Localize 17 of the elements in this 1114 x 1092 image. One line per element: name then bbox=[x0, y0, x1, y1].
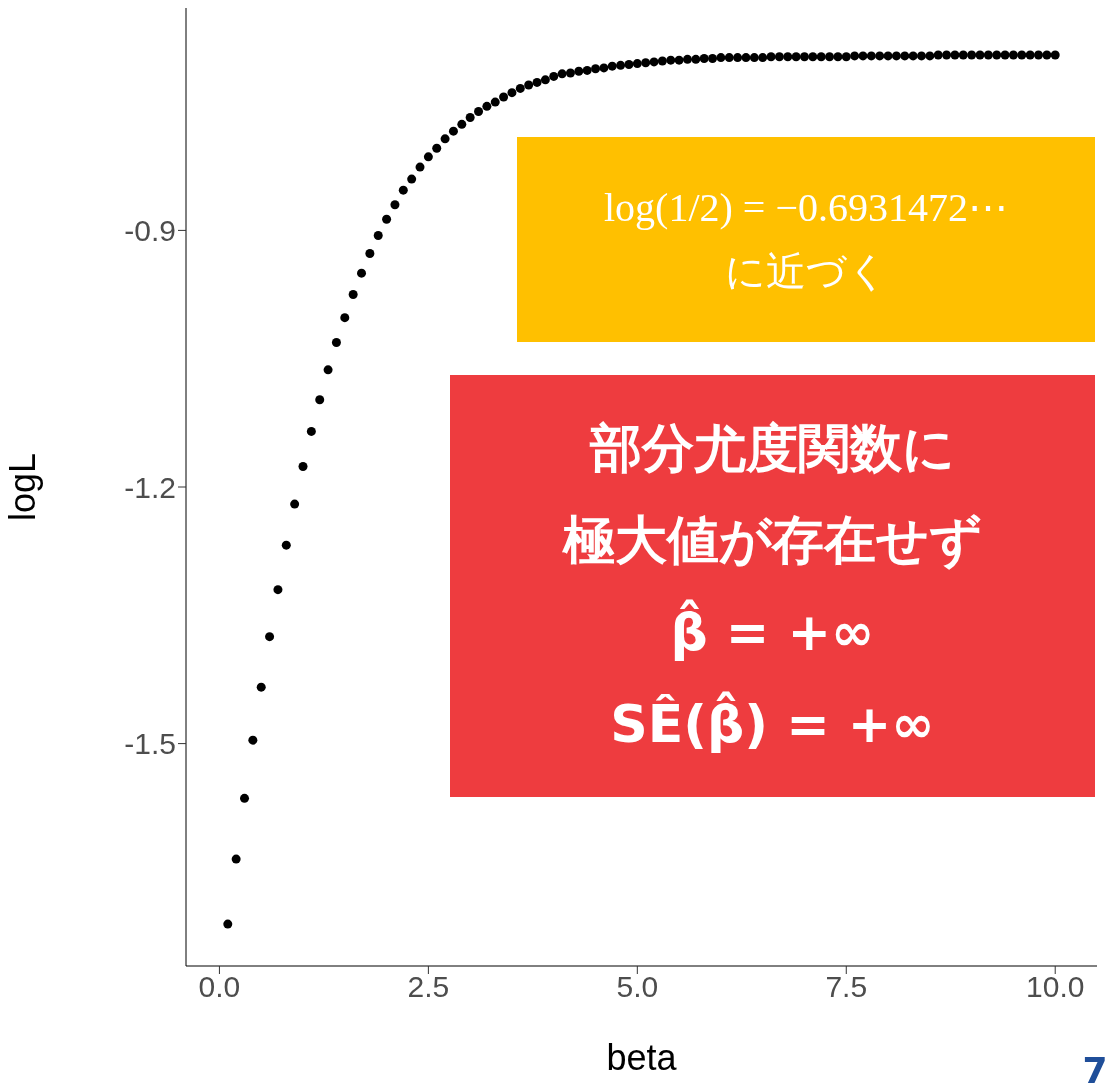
x-tick-label: 0.0 bbox=[198, 970, 241, 1004]
y-tick-label: -0.9 bbox=[124, 214, 176, 248]
x-axis-title: beta bbox=[606, 1037, 678, 1078]
annotation: SÊ(β̂) = +∞ bbox=[610, 690, 935, 756]
y-tick-label: -1.5 bbox=[124, 727, 176, 761]
annotation: β̂ = +∞ bbox=[670, 598, 875, 664]
text: 7 bbox=[1082, 1049, 1108, 1092]
x-tick-label: 10.0 bbox=[1026, 970, 1085, 1004]
annotation: log(1/2) = −0.6931472⋯ bbox=[604, 183, 1008, 232]
annotation: 部分尤度関数に bbox=[590, 417, 955, 480]
annotation: 極大値が存在せず bbox=[563, 509, 982, 572]
x-tick-label: 2.5 bbox=[407, 970, 450, 1004]
y-tick-label: -1.2 bbox=[124, 470, 176, 504]
x-tick-label: 7.5 bbox=[825, 970, 868, 1004]
x-tick-label: 5.0 bbox=[616, 970, 659, 1004]
annotation: に近づく bbox=[724, 247, 888, 296]
y-axis-title: logL bbox=[1, 452, 43, 522]
